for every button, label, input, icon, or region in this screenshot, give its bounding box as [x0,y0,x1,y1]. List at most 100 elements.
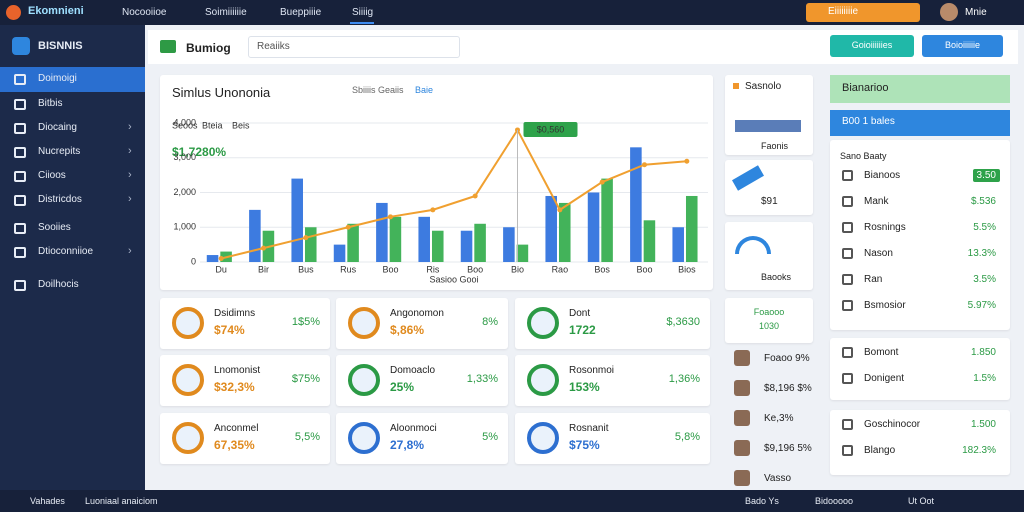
card-change: $75% [291,373,320,385]
panel-subtitle: Sano Baaty [840,151,887,161]
row-icon [842,222,853,233]
mid-item: Baooks [761,272,792,282]
card-change: 5,8% [674,431,700,443]
row-icon [842,445,853,456]
row-icon [842,347,853,358]
nav-underline [350,22,374,24]
footer-item[interactable]: Bidooooo [815,496,854,506]
panel-card: Goschinocor 1.500 Blango 182.3% [830,410,1010,475]
bar [347,223,359,262]
y-tick-label: 4,000 [173,117,196,127]
row-label: Ran [864,274,883,285]
card-value: $74% [214,323,245,337]
nav-item[interactable]: Doimoigi [38,73,77,84]
card-icon [172,307,204,339]
avatar [940,3,958,21]
card-title: Lnomonist [214,365,261,376]
footer-item[interactable]: Bado Ys [745,496,779,506]
sidebar-logo [12,37,30,55]
line-point [261,245,266,251]
nav-item[interactable]: Diocaing [38,122,77,133]
nav-tab[interactable]: Siiiig [352,7,374,18]
logo [6,5,21,20]
person-label: Foaoo 9% [764,353,810,364]
nav-icon [14,123,26,134]
row-value: 3.5% [973,274,996,285]
bar [431,230,444,262]
row-label: Donigent [864,373,905,384]
line-point [303,235,309,241]
row-value: 5.5% [973,222,996,233]
x-tick-label: Boo [467,264,483,274]
y-tick-label: 0 [191,256,196,266]
chart-tab[interactable]: Sbiiiis Geaiis [352,85,404,95]
footer-text: Vahades [30,496,65,506]
nav-tab[interactable]: Bueppiiie [280,7,322,18]
line-point [472,193,478,199]
card-title: Rosonmoi [569,365,615,376]
x-tick-label: Boo [636,264,652,274]
footer: Vahades Luoniaal anaiciom Bado Ys Bidooooo U… [0,490,1024,512]
btn-secondary[interactable]: Boioiiiiiie [922,35,1003,57]
card-icon [527,364,559,396]
top-bar: Ekomnieni Nocooiioe Soimiiiiiie Bueppiiie Si… [0,0,1024,25]
footer-item[interactable]: Ut Oot [908,496,935,506]
chevron: › [128,169,132,181]
nav-tab[interactable]: Soimiiiiiie [205,7,247,18]
y-tick-label: 2,000 [173,187,196,197]
nav-icon [14,99,26,110]
user-name[interactable]: Mnie [965,7,987,18]
card-change: 5% [482,431,498,443]
card-change: 1$5% [291,316,320,328]
bar [249,209,261,262]
x-tick-label: Bio [511,264,524,274]
stat-card: Lnomonist $32,3% $75% [160,355,330,406]
chart-headline: $1,7280% [172,145,227,159]
nav-item[interactable]: Doilhocis [38,279,79,290]
nav-item[interactable]: Nucrepits [38,146,81,157]
person-label: Ke,3% [764,413,794,424]
stat-card: Angonomon $,86% 8% [336,298,508,349]
card-change: 8% [482,316,498,328]
action-button[interactable]: Eiiiiiiiie [806,3,920,22]
person-avatar [734,440,750,456]
nav-item[interactable]: Ciioos [38,170,66,181]
x-axis-label: Sasioo Gooi [429,274,478,284]
x-tick-label: Boo [382,264,398,274]
panel-select[interactable]: B00 1 bales [830,110,1010,136]
nav-tab[interactable]: Nocooiioe [122,7,167,18]
chevron: › [128,145,132,157]
nav-icon [14,223,26,234]
card-value: 67,35% [214,438,255,452]
search-box[interactable]: Reaiiks [248,36,460,58]
row-value: 1.5% [973,373,996,384]
row-icon [842,419,853,430]
nav-item[interactable]: Sooiies [38,222,71,233]
x-tick-label: Ris [426,264,439,274]
chart-tab[interactable]: Baie [415,85,434,95]
line-point [218,256,224,262]
line-point [430,207,436,213]
nav-icon [14,247,26,258]
nav-item[interactable]: Districdos [38,194,82,205]
mid-card: Foaooo 1030 [725,298,813,343]
mid-item: Faonis [761,141,789,151]
brand: Ekomnieni [28,5,84,17]
footer-text: Luoniaal anaiciom [85,496,158,506]
chevron: › [128,193,132,205]
card-value: $,86% [390,323,425,337]
btn-primary[interactable]: Goioiiiiiies [830,35,914,57]
bar [376,202,388,262]
nav-item[interactable]: Bitbis [38,98,63,109]
card-change: 1,36% [668,373,700,385]
legend-entry: Seoos [172,120,198,130]
person-avatar [734,410,750,426]
nav-icon [14,147,26,158]
bar [545,195,557,262]
card-icon [348,364,380,396]
nav-item[interactable]: Dtioconniioe [38,246,94,257]
header-icon [160,40,176,53]
row-value: 182.3% [962,445,996,456]
card-title: Anconmel [214,423,259,434]
row-icon [842,196,853,207]
